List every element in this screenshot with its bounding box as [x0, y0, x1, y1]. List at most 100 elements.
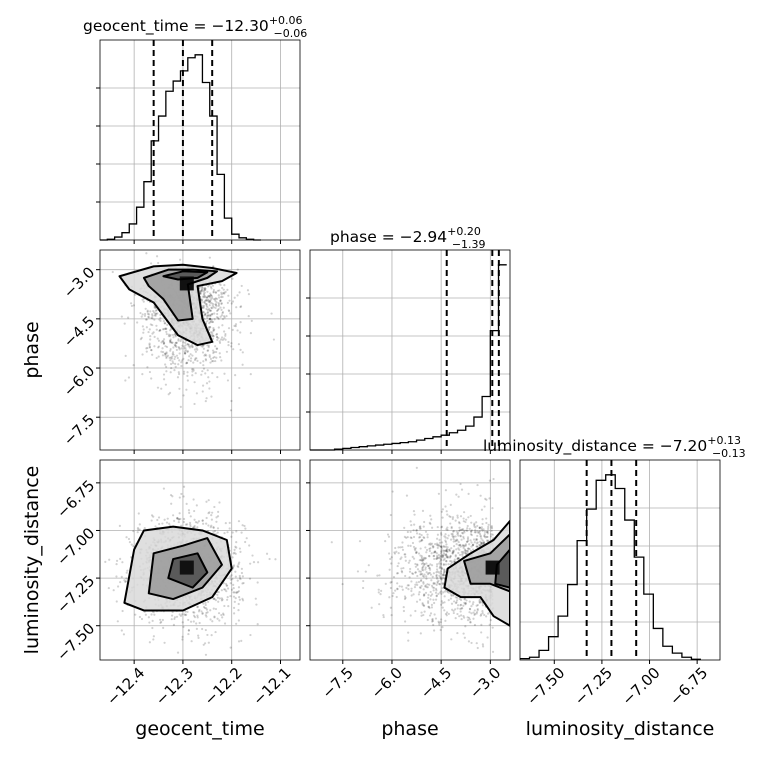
- scatter-point: [190, 368, 194, 371]
- scatter-point: [161, 340, 164, 343]
- scatter-point: [240, 571, 244, 575]
- scatter-point: [183, 517, 186, 521]
- scatter-point: [250, 319, 253, 322]
- scatter-point: [438, 541, 442, 544]
- scatter-point: [420, 555, 424, 558]
- scatter-point: [422, 558, 425, 561]
- scatter-point: [177, 363, 180, 366]
- scatter-point: [241, 582, 244, 585]
- scatter-point: [195, 392, 198, 395]
- scatter-point: [466, 539, 470, 542]
- scatter-point: [197, 520, 201, 523]
- scatter-point: [226, 531, 229, 534]
- scatter-point: [174, 344, 177, 347]
- scatter-point: [172, 346, 175, 349]
- scatter-point: [460, 617, 463, 621]
- scatter-point: [460, 607, 463, 610]
- scatter-point: [222, 315, 226, 318]
- scatter-point: [423, 585, 427, 588]
- scatter-point: [399, 557, 402, 561]
- scatter-point: [396, 587, 399, 590]
- scatter-point: [420, 614, 423, 617]
- scatter-point: [227, 340, 230, 344]
- scatter-point: [180, 613, 184, 616]
- scatter-point: [214, 291, 217, 294]
- scatter-point: [468, 543, 471, 546]
- scatter-point: [460, 488, 464, 491]
- scatter-point: [416, 574, 419, 578]
- scatter-point: [429, 542, 432, 545]
- scatter-point: [439, 532, 443, 535]
- scatter-point: [247, 293, 251, 296]
- scatter-point: [211, 360, 214, 363]
- scatter-point: [238, 547, 242, 550]
- scatter-point: [207, 512, 210, 515]
- scatter-point: [204, 628, 207, 632]
- scatter-point: [480, 613, 483, 616]
- scatter-point: [182, 625, 185, 629]
- scatter-point: [441, 508, 444, 511]
- scatter-point: [215, 347, 219, 350]
- scatter-point: [488, 479, 491, 482]
- scatter-point: [163, 518, 166, 521]
- scatter-point: [189, 359, 192, 363]
- scatter-point: [214, 297, 217, 300]
- scatter-point: [440, 546, 443, 550]
- scatter-point: [447, 556, 450, 559]
- scatter-point: [223, 330, 226, 333]
- scatter-point: [213, 505, 216, 509]
- scatter-point: [439, 628, 442, 632]
- scatter-point: [442, 545, 445, 548]
- scatter-point: [174, 362, 177, 365]
- scatter-point: [470, 604, 473, 608]
- scatter-point: [437, 620, 440, 623]
- scatter-point: [187, 509, 191, 512]
- scatter-point: [202, 292, 205, 296]
- scatter-point: [177, 339, 180, 342]
- scatter-point: [440, 525, 444, 528]
- scatter-point: [191, 354, 194, 357]
- scatter-point: [234, 324, 237, 328]
- scatter-point: [431, 575, 434, 578]
- scatter-point: [177, 345, 180, 349]
- scatter-point: [220, 359, 223, 362]
- scatter-point: [207, 641, 210, 644]
- scatter-point: [232, 587, 235, 590]
- scatter-point: [202, 306, 205, 309]
- scatter-point: [233, 612, 236, 615]
- scatter-point: [201, 627, 204, 631]
- scatter-point: [397, 562, 400, 565]
- scatter-point: [435, 576, 438, 579]
- scatter-point: [418, 536, 421, 539]
- scatter-point: [462, 535, 465, 539]
- scatter-point: [210, 295, 214, 298]
- scatter-point: [216, 336, 219, 339]
- scatter-point: [169, 356, 173, 359]
- scatter-point: [435, 571, 438, 574]
- scatter-point: [462, 604, 465, 607]
- scatter-point: [126, 569, 129, 572]
- scatter-point: [182, 520, 185, 524]
- scatter-point: [207, 299, 210, 302]
- scatter-point: [431, 586, 434, 589]
- scatter-point: [182, 372, 186, 375]
- scatter-point: [166, 354, 170, 357]
- scatter-point: [214, 303, 217, 306]
- scatter-point: [397, 546, 400, 549]
- scatter-point: [202, 296, 205, 299]
- scatter-point: [481, 539, 484, 542]
- scatter-point: [147, 315, 150, 318]
- scatter-point: [147, 330, 150, 334]
- scatter-point: [164, 354, 167, 357]
- scatter-point: [205, 299, 209, 302]
- scatter-point: [229, 594, 232, 598]
- scatter-point: [422, 569, 425, 572]
- scatter-point: [115, 563, 118, 566]
- scatter-point: [415, 551, 418, 554]
- scatter-point: [155, 356, 158, 360]
- scatter-point: [435, 557, 438, 560]
- scatter-point: [440, 533, 443, 536]
- scatter-point: [424, 591, 428, 594]
- scatter-point: [202, 311, 205, 314]
- scatter-point: [193, 611, 196, 614]
